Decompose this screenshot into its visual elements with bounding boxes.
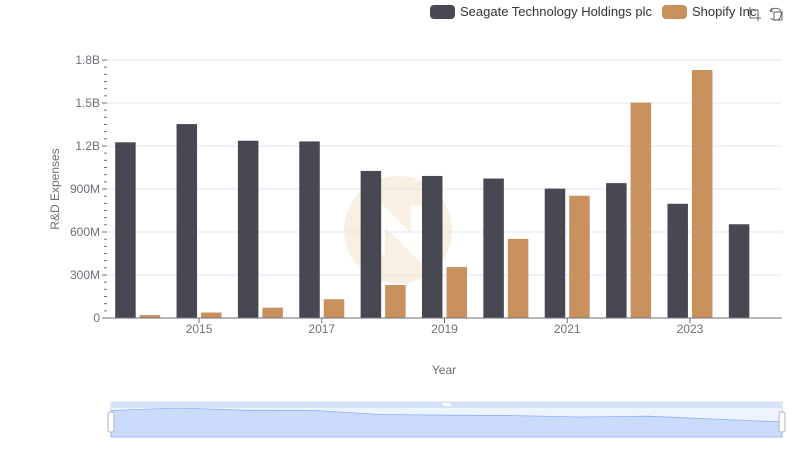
bar-seagate-2024[interactable]: [728, 224, 750, 318]
bar-shopify-2016[interactable]: [262, 307, 283, 318]
bar-shopify-2023[interactable]: [691, 70, 713, 319]
y-axis-ticks: 0 300M 600M 900M 1.2B 1.5B 1.8B: [70, 53, 107, 325]
y-tick-label: 900M: [70, 182, 100, 196]
x-axis: 2015 2017 2019 2021 2023: [107, 317, 782, 336]
zoom-handle-left[interactable]: [107, 411, 115, 433]
bar-seagate-2021[interactable]: [544, 188, 566, 318]
y-tick-label: 600M: [70, 225, 100, 239]
bar-shopify-2021[interactable]: [569, 195, 590, 318]
zoom-select-icon[interactable]: [746, 6, 762, 22]
bar-seagate-2017[interactable]: [299, 141, 320, 318]
y-tick-label: 1.2B: [75, 139, 100, 153]
bar-shopify-2022[interactable]: [630, 102, 652, 318]
bar-seagate-2019[interactable]: [422, 175, 443, 318]
bars: [115, 70, 750, 319]
x-tick-label: 2015: [186, 322, 213, 336]
restore-icon[interactable]: [768, 6, 784, 22]
bar-seagate-2023[interactable]: [667, 203, 688, 318]
x-tick-label: 2023: [677, 322, 704, 336]
bar-shopify-2017[interactable]: [323, 299, 345, 318]
y-tick-label: 1.8B: [75, 53, 100, 67]
legend: Seagate Technology Holdings plc Shopify …: [430, 4, 770, 19]
legend-label-seagate: Seagate Technology Holdings plc: [460, 4, 653, 19]
legend-item-seagate[interactable]: Seagate Technology Holdings plc: [430, 4, 652, 19]
x-tick-label: 2019: [431, 322, 458, 336]
zoom-preview-area: [110, 407, 783, 438]
bar-shopify-2015[interactable]: [201, 312, 222, 318]
bar-seagate-2015[interactable]: [176, 124, 198, 318]
legend-label-shopify: Shopify Inc.: [692, 4, 760, 19]
zoom-handle-right[interactable]: [778, 411, 786, 433]
legend-item-shopify[interactable]: Shopify Inc.: [662, 4, 760, 19]
bar-seagate-2018[interactable]: [360, 170, 382, 318]
bar-seagate-2014[interactable]: [115, 142, 136, 318]
y-tick-label: 1.5B: [75, 96, 100, 110]
y-tick-label: 0: [93, 311, 100, 325]
bar-shopify-2019[interactable]: [446, 267, 468, 318]
data-zoom-slider[interactable]: [107, 401, 786, 438]
x-tick-label: 2017: [308, 322, 335, 336]
bar-shopify-2020[interactable]: [507, 238, 529, 318]
bar-seagate-2016[interactable]: [237, 140, 259, 318]
bar-shopify-2014[interactable]: [139, 315, 161, 318]
legend-swatch-seagate: [430, 4, 455, 19]
x-tick-label: 2021: [554, 322, 581, 336]
chart-toolbar: [746, 6, 784, 22]
legend-swatch-shopify: [662, 4, 688, 19]
y-tick-label: 300M: [70, 268, 100, 282]
bar-seagate-2020[interactable]: [483, 178, 504, 318]
x-axis-label: Year: [432, 363, 456, 377]
y-axis-label: R&D Expenses: [48, 148, 62, 229]
zoom-move-handle[interactable]: [443, 403, 451, 406]
bar-seagate-2022[interactable]: [606, 183, 627, 318]
bar-shopify-2018[interactable]: [385, 285, 406, 318]
